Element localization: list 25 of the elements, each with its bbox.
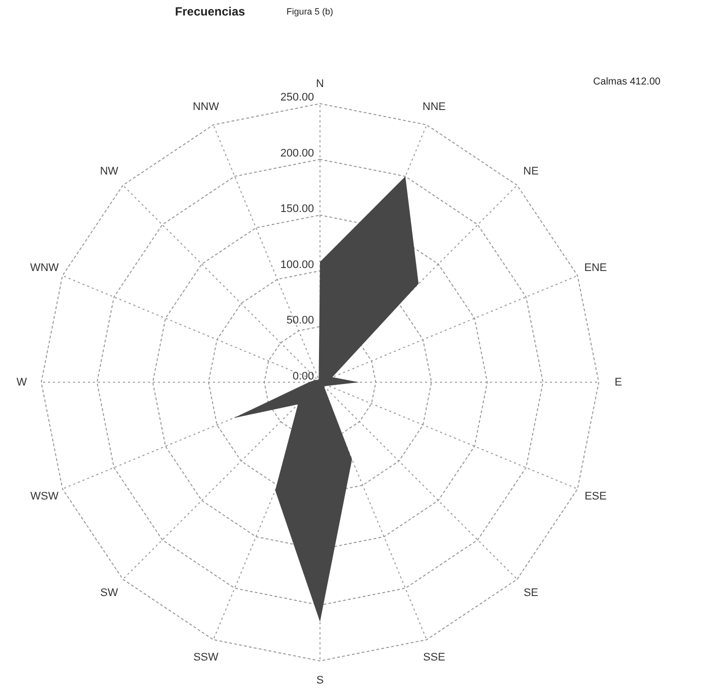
spoke-label: SSE: [423, 652, 446, 664]
spoke-label: WNW: [30, 262, 60, 274]
spoke-label: SE: [524, 587, 538, 600]
spoke-label: WSW: [30, 490, 60, 502]
chart-subtitle: Figura 5 (b): [286, 6, 334, 17]
spoke-label: S: [316, 674, 324, 686]
y-tick-label: 200.00: [280, 147, 314, 160]
spoke-label: NNW: [192, 100, 220, 113]
chart-title: Frecuencias: [175, 4, 246, 19]
spoke-label: NE: [523, 165, 539, 178]
spoke-label: SSW: [193, 652, 220, 664]
spoke-label: E: [614, 376, 622, 388]
text: Calmas 412.00: [593, 76, 661, 88]
spoke-label: ENE: [584, 262, 607, 274]
spoke-label: W: [16, 376, 28, 388]
y-tick-label: 0.00: [292, 370, 314, 382]
spoke-label: NW: [100, 165, 119, 178]
spoke-label: ESE: [584, 490, 607, 502]
spoke-label: NNE: [422, 100, 446, 113]
y-tick-label: 250.00: [280, 92, 314, 104]
y-tick-label: 150.00: [280, 203, 314, 216]
spoke-label: N: [316, 78, 324, 90]
y-tick-label: 100.00: [280, 258, 314, 271]
spoke-label: SW: [100, 587, 119, 600]
y-tick-label: 50.00: [286, 314, 314, 327]
